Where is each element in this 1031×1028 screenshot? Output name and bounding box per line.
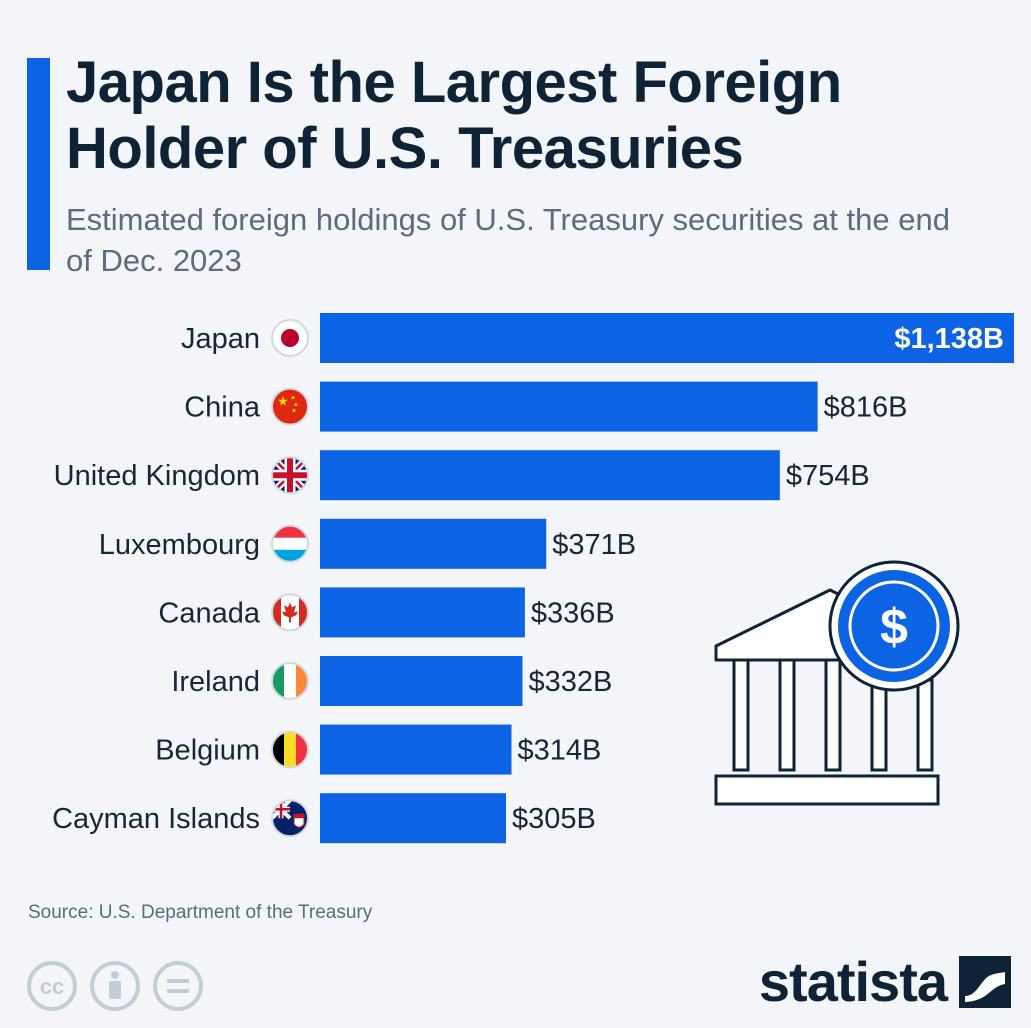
value-label: $1,138B xyxy=(894,323,1004,355)
cayman-islands-flag-icon xyxy=(271,799,309,838)
bar-row: Cayman Islands $305B xyxy=(52,793,596,844)
bar xyxy=(320,793,507,844)
svg-text:cc: cc xyxy=(40,974,64,999)
svg-text:★: ★ xyxy=(293,402,298,409)
no-derivatives-icon[interactable] xyxy=(153,961,203,1011)
japan-flag-icon xyxy=(271,319,309,357)
bar xyxy=(320,724,512,775)
category-label: Canada xyxy=(158,597,260,629)
statista-logo-icon xyxy=(959,956,1011,1008)
bar-row: China ★ ★★★ $816B xyxy=(184,381,908,432)
value-label: $371B xyxy=(552,529,636,561)
svg-text:★: ★ xyxy=(277,395,289,410)
chart-subtitle: Estimated foreign holdings of U.S. Treas… xyxy=(66,202,950,278)
bar-row: Ireland $332B xyxy=(171,656,612,706)
value-label: $336B xyxy=(531,597,615,629)
bar xyxy=(320,381,818,432)
title-accent-bar xyxy=(27,58,50,270)
license-icons: cc xyxy=(27,961,203,1011)
brand-wordmark: statista xyxy=(758,950,948,1013)
canada-flag-icon xyxy=(271,593,309,632)
value-label: $314B xyxy=(517,735,601,767)
creative-commons-icon[interactable]: cc xyxy=(27,961,77,1011)
category-label: China xyxy=(184,392,261,424)
belgium-flag-icon xyxy=(271,730,309,769)
bar xyxy=(320,587,525,638)
svg-text:$: $ xyxy=(880,599,908,655)
bar xyxy=(320,518,547,569)
ireland-flag-icon xyxy=(271,662,309,700)
bar-row: Canada $336B xyxy=(158,587,615,638)
bar xyxy=(320,313,1014,363)
attribution-icon[interactable] xyxy=(90,961,140,1011)
bank-building-dollar-icon: $ xyxy=(714,560,960,806)
bar xyxy=(320,450,780,501)
statista-logo[interactable]: statista xyxy=(759,950,1011,1014)
china-flag-icon: ★ ★★★ xyxy=(271,387,309,426)
chart-title: Japan Is the Largest Foreign Holder of U… xyxy=(66,50,842,181)
svg-text:★: ★ xyxy=(290,395,295,402)
bar xyxy=(320,656,523,706)
category-label: United Kingdom xyxy=(54,460,260,492)
bar-row: Belgium $314B xyxy=(155,724,601,775)
category-label: Cayman Islands xyxy=(52,803,260,835)
bar-row: Japan $1,138B xyxy=(181,313,1014,363)
value-label: $754B xyxy=(786,460,870,492)
value-label: $332B xyxy=(528,666,612,698)
category-label: Belgium xyxy=(155,735,260,767)
category-label: Ireland xyxy=(171,666,260,698)
luxembourg-flag-icon xyxy=(271,524,309,563)
value-label: $816B xyxy=(824,392,908,424)
svg-text:★: ★ xyxy=(291,408,296,415)
bar-row: United Kingdom $754B xyxy=(54,450,870,501)
source-note: Source: U.S. Department of the Treasury xyxy=(28,902,373,923)
category-label: Japan xyxy=(181,323,260,355)
uk-flag-icon xyxy=(271,456,309,495)
value-label: $305B xyxy=(512,803,596,835)
bar-row: Luxembourg $371B xyxy=(99,518,636,569)
category-label: Luxembourg xyxy=(99,529,260,561)
